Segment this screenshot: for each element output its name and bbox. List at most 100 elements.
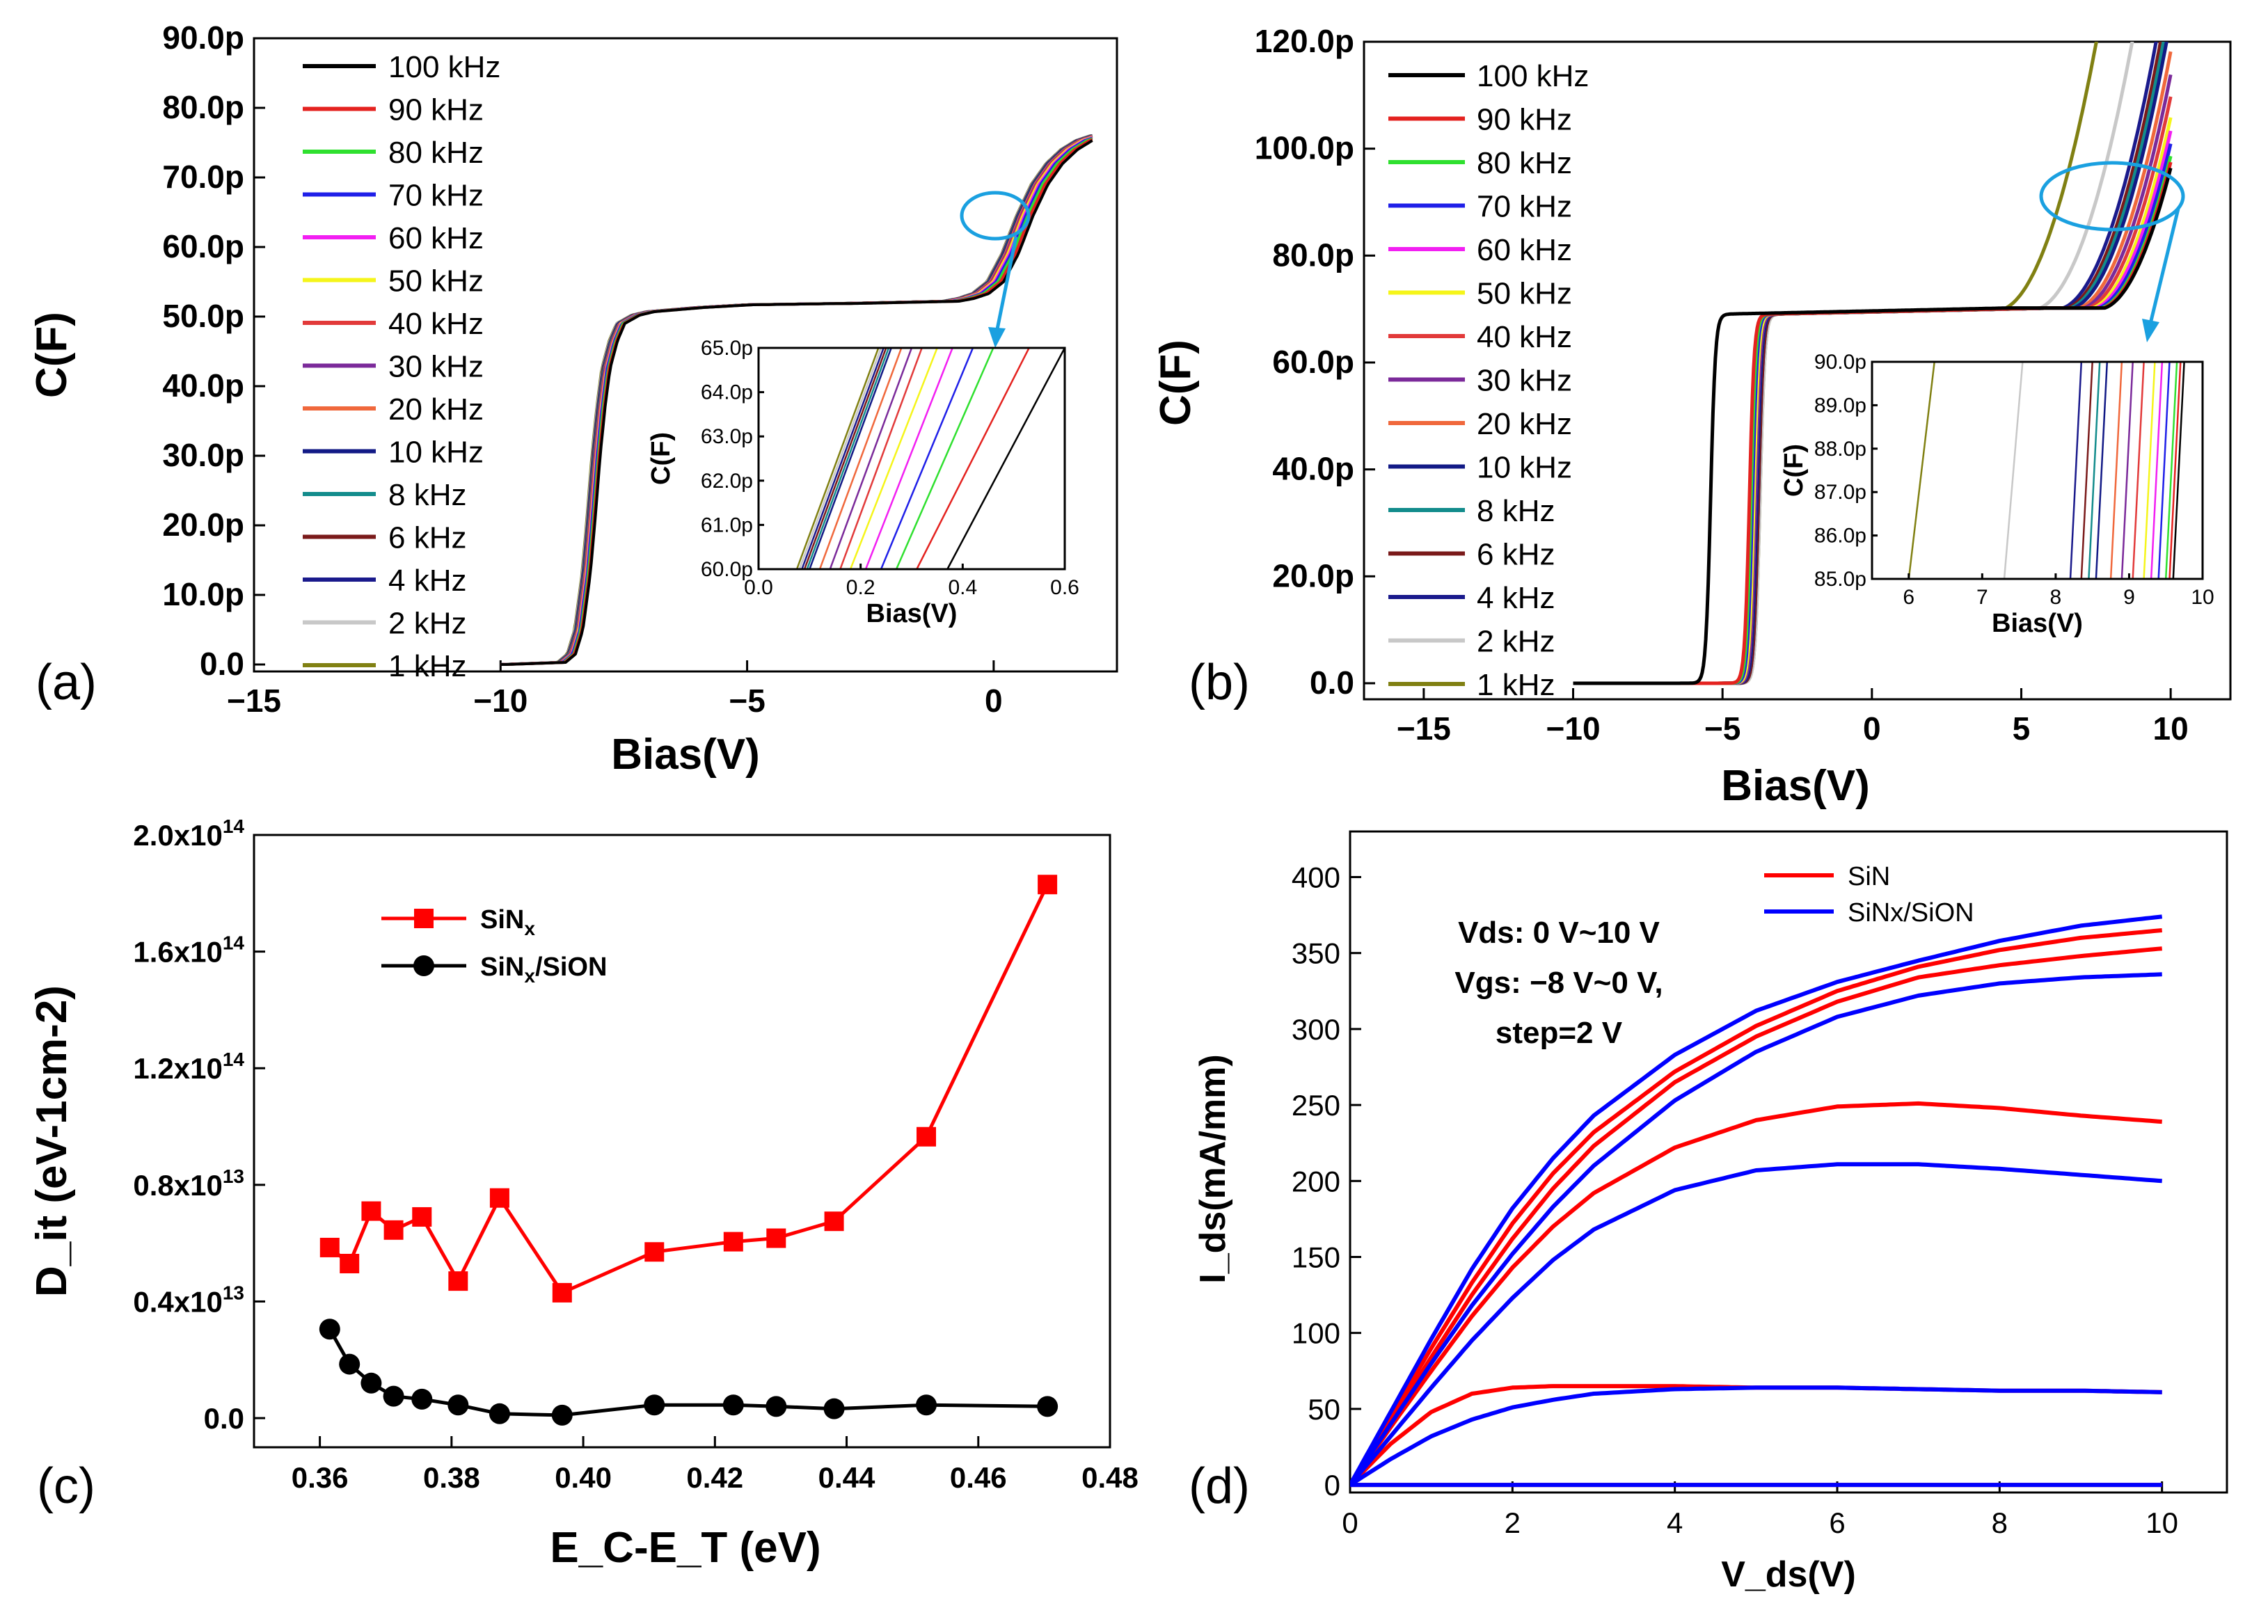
panel-label: (a) [35, 655, 97, 710]
x-tick-label: 10 [2191, 586, 2214, 609]
ids-curve [1350, 972, 2162, 1486]
y-tick-label: 100 [1292, 1317, 1340, 1350]
x-tick-label: −10 [473, 683, 528, 719]
inset-y-label: C(F) [1779, 444, 1809, 497]
y-axis-label: I_ds(mA/mm) [1193, 1054, 1233, 1283]
x-tick-label: 0 [1342, 1506, 1358, 1539]
x-tick-label: −15 [1397, 710, 1451, 747]
sinx-marker [361, 1201, 381, 1221]
x-tick-label: 8 [1992, 1506, 2008, 1539]
x-tick-label: 0.42 [686, 1461, 743, 1494]
legend-label: 8 kHz [388, 478, 466, 512]
legend-label: 60 kHz [388, 221, 484, 255]
inset-bg [1872, 362, 2203, 579]
panel-label: (d) [1189, 1458, 1250, 1514]
y-tick-label: 250 [1292, 1089, 1340, 1122]
x-tick-label: 2 [1505, 1506, 1521, 1539]
legend-label: 2 kHz [388, 607, 466, 641]
legend-label: 50 kHz [388, 264, 484, 298]
x-tick-label: 5 [2013, 710, 2031, 747]
x-tick-label: −5 [1704, 710, 1740, 747]
y-tick-label: 80.0p [162, 89, 244, 125]
inset-frame [757, 347, 1066, 571]
x-tick-label: −5 [729, 683, 765, 719]
sinx-marker [448, 1271, 468, 1291]
legend-label: 1 kHz [1477, 668, 1555, 702]
ids-curve [1350, 946, 2162, 1486]
legend-label: 1 kHz [388, 649, 466, 683]
legend-label: 20 kHz [388, 392, 484, 427]
annotation-text: step=2 V [1496, 1016, 1623, 1050]
ids-curve [1350, 1101, 2162, 1486]
y-axis-label: D_it (eV-1cm-2) [28, 985, 76, 1297]
x-axis-label: E_C-E_T (eV) [550, 1524, 820, 1572]
sinx-sion-marker [360, 1372, 382, 1394]
x-tick-label: 0.38 [423, 1461, 480, 1494]
inset-line [946, 348, 1065, 569]
inset-x-label: Bias(V) [1992, 609, 2083, 638]
inset-line [795, 348, 880, 569]
x-tick-label: 0 [1863, 710, 1881, 747]
inset-line [809, 348, 892, 569]
inset-line [839, 348, 923, 569]
y-tick-exponent: 14 [223, 1049, 245, 1070]
inset-line [2088, 362, 2101, 579]
y-tick-label: 2.0x1014 [133, 815, 244, 852]
y-tick-label: 80.0p [1272, 237, 1354, 273]
cv-curve [1572, 167, 2173, 685]
y-tick-label: 61.0p [701, 514, 753, 536]
y-tick-label: 50.0p [162, 298, 244, 334]
legend-label: 2 kHz [1477, 625, 1555, 659]
y-tick-label: 85.0p [1814, 568, 1866, 591]
legend-label: 20 kHz [1477, 407, 1572, 441]
x-tick-label: 7 [1976, 586, 1988, 609]
y-tick-mantissa: 1.2x10 [133, 1052, 222, 1085]
sinx-marker [644, 1242, 665, 1262]
inset-frame [1871, 360, 2204, 580]
inset-curves [1908, 362, 2185, 579]
y-tick-label: 300 [1292, 1013, 1340, 1046]
legend-label: 10 kHz [388, 436, 484, 470]
inset-line [801, 348, 885, 569]
sinx-marker [412, 1207, 432, 1227]
legend-label: 90 kHz [1477, 103, 1572, 137]
x-tick-label: 10 [2146, 1506, 2178, 1539]
y-tick-label: 65.0p [701, 337, 753, 360]
y-tick-label: 20.0p [162, 507, 244, 543]
inset-line [2164, 362, 2178, 579]
y-tick-label: 60.0p [701, 558, 753, 581]
cv-curve [1572, 42, 2158, 685]
legend-text: SiN [480, 953, 524, 982]
x-tick-label: 0.46 [950, 1461, 1007, 1494]
x-tick-label: 0 [985, 683, 1003, 719]
inset-line [803, 348, 887, 569]
curves [500, 134, 1093, 666]
sinx-marker [723, 1232, 743, 1252]
legend-label: 50 kHz [1477, 277, 1572, 311]
y-tick-label: 88.0p [1814, 438, 1866, 461]
sinx-marker [552, 1282, 572, 1303]
x-tick-label: 0.4 [948, 576, 977, 599]
annotation-text: Vds: 0 V~10 V [1458, 916, 1660, 950]
y-tick-label: 0.0 [200, 646, 244, 682]
y-tick-label: 0.4x1013 [133, 1282, 244, 1318]
legend-subscript: x [524, 965, 535, 987]
sinx-sion-marker [823, 1398, 845, 1419]
inset-line [798, 348, 882, 569]
legend-label: 70 kHz [388, 179, 484, 213]
y-tick-label: 200 [1292, 1165, 1340, 1197]
legend-label: SiNx/SiON [1848, 898, 1974, 928]
legend-subscript: x [524, 918, 535, 939]
legend-label: 30 kHz [388, 350, 484, 384]
x-axis-label: Bias(V) [611, 731, 760, 779]
inset-line [2157, 362, 2171, 579]
y-tick-label: 0.0 [204, 1402, 244, 1435]
y-tick-exponent: 14 [223, 932, 245, 954]
y-tick-label: 20.0p [1272, 557, 1354, 594]
y-tick-label: 64.0p [701, 381, 753, 404]
sinx-marker [340, 1254, 360, 1273]
y-tick-label: 1.2x1014 [133, 1049, 244, 1085]
y-tick-label: 400 [1292, 861, 1340, 894]
